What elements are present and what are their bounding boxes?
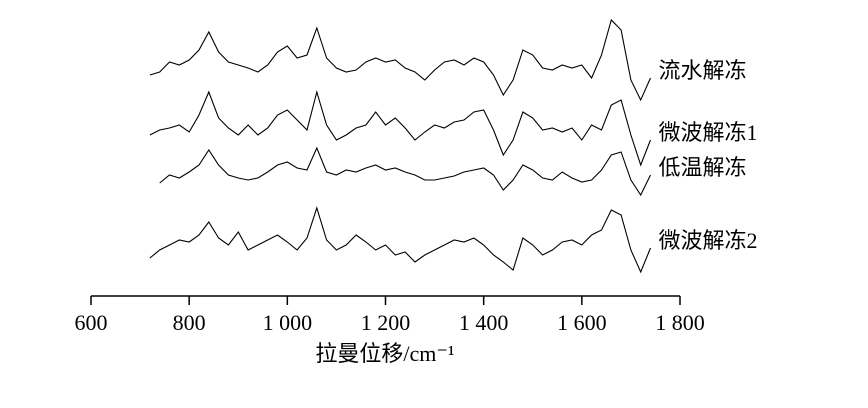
x-tick-label: 1 200 (361, 310, 411, 335)
spectrum-line (159, 146, 651, 197)
x-tick-label: 800 (173, 310, 206, 335)
series-label: 微波解冻2 (659, 228, 758, 253)
x-tick-label: 1 000 (263, 310, 313, 335)
x-tick-label: 1 600 (557, 310, 607, 335)
series-label: 流水解冻 (659, 58, 747, 83)
spectrum-line (149, 206, 652, 274)
spectrum-line (149, 18, 652, 102)
x-tick-label: 1 400 (459, 310, 509, 335)
x-axis-label: 拉曼位移/cm⁻¹ (315, 341, 454, 366)
x-tick-label: 600 (75, 310, 108, 335)
x-tick-label: 1 800 (655, 310, 705, 335)
spectrum-line (149, 89, 652, 167)
series-label: 低温解冻 (659, 155, 747, 180)
series-label: 微波解冻1 (659, 120, 758, 145)
